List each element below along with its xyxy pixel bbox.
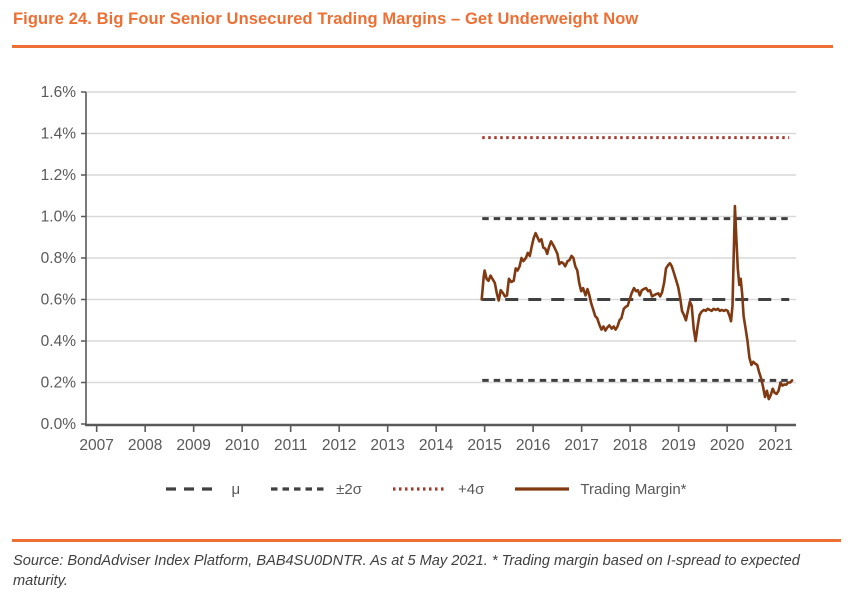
- x-axis-tick-label: 2008: [128, 437, 162, 454]
- legend-line-sample-icon: [166, 487, 221, 491]
- x-axis-tick-label: 2015: [467, 437, 501, 454]
- legend-line-sample-icon: [392, 487, 447, 491]
- legend-item-1: μ: [165, 481, 240, 498]
- x-axis-tick-label: 2018: [613, 437, 647, 454]
- y-axis-tick-label: 0.2%: [41, 375, 77, 392]
- legend-line-sample-icon: [271, 487, 326, 491]
- footer-divider-rule: [12, 539, 841, 542]
- x-axis-tick-label: 2020: [710, 437, 745, 454]
- x-axis-tick-label: 2017: [564, 437, 598, 454]
- y-axis-tick-label: 1.2%: [41, 167, 77, 184]
- y-axis-tick-label: 1.0%: [41, 209, 77, 226]
- y-axis-tick-label: 0.4%: [41, 333, 77, 350]
- x-axis-tick-label: 2016: [516, 437, 550, 454]
- title-divider-rule: [12, 45, 833, 48]
- y-axis-tick-label: 1.4%: [41, 126, 77, 143]
- legend-label: Trading Margin*: [580, 480, 687, 498]
- trading-margin-line: [480, 204, 794, 401]
- x-axis-tick-label: 2011: [274, 437, 307, 454]
- x-axis-tick-label: 2007: [79, 437, 113, 454]
- y-axis-tick-label: 0.6%: [41, 292, 77, 309]
- figure-title: Figure 24. Big Four Senior Unsecured Tra…: [13, 10, 639, 28]
- x-axis-tick-label: 2009: [176, 437, 210, 454]
- y-axis-tick-label: 0.0%: [41, 416, 77, 433]
- legend-label: μ: [231, 480, 241, 498]
- x-axis-tick-label: 2012: [322, 437, 356, 454]
- legend-item-3: +4σ: [392, 481, 484, 498]
- x-axis-tick-label: 2021: [758, 437, 792, 454]
- legend-label: +4σ: [457, 480, 485, 498]
- trading-margins-chart-svg: 0.0% 0.2% 0.4% 0.6% 0.8% 1.0% 1.2% 1.4% 1.6% 2007…: [41, 84, 796, 454]
- legend-line-sample-icon: [515, 487, 570, 491]
- legend-label: ±2σ: [336, 480, 362, 498]
- x-axis-tick-label: 2013: [370, 437, 404, 454]
- chart-area: 0.0% 0.2% 0.4% 0.6% 0.8% 1.0% 1.2% 1.4% 1.6% 2007…: [0, 58, 852, 468]
- chart-legend: μ ±2σ +4σ Trading Margin*: [0, 476, 852, 502]
- legend-item-2: ±2σ: [270, 481, 362, 498]
- x-axis-tick-label: 2014: [419, 437, 454, 454]
- y-axis-tick-label: 0.8%: [41, 250, 77, 267]
- source-note: Source: BondAdviser Index Platform, BAB4…: [13, 553, 800, 590]
- x-axis-tick-label: 2019: [661, 437, 695, 454]
- y-axis-tick-label: 1.6%: [41, 84, 77, 101]
- x-axis-tick-label: 2010: [225, 437, 260, 454]
- legend-item-4: Trading Margin*: [514, 480, 687, 498]
